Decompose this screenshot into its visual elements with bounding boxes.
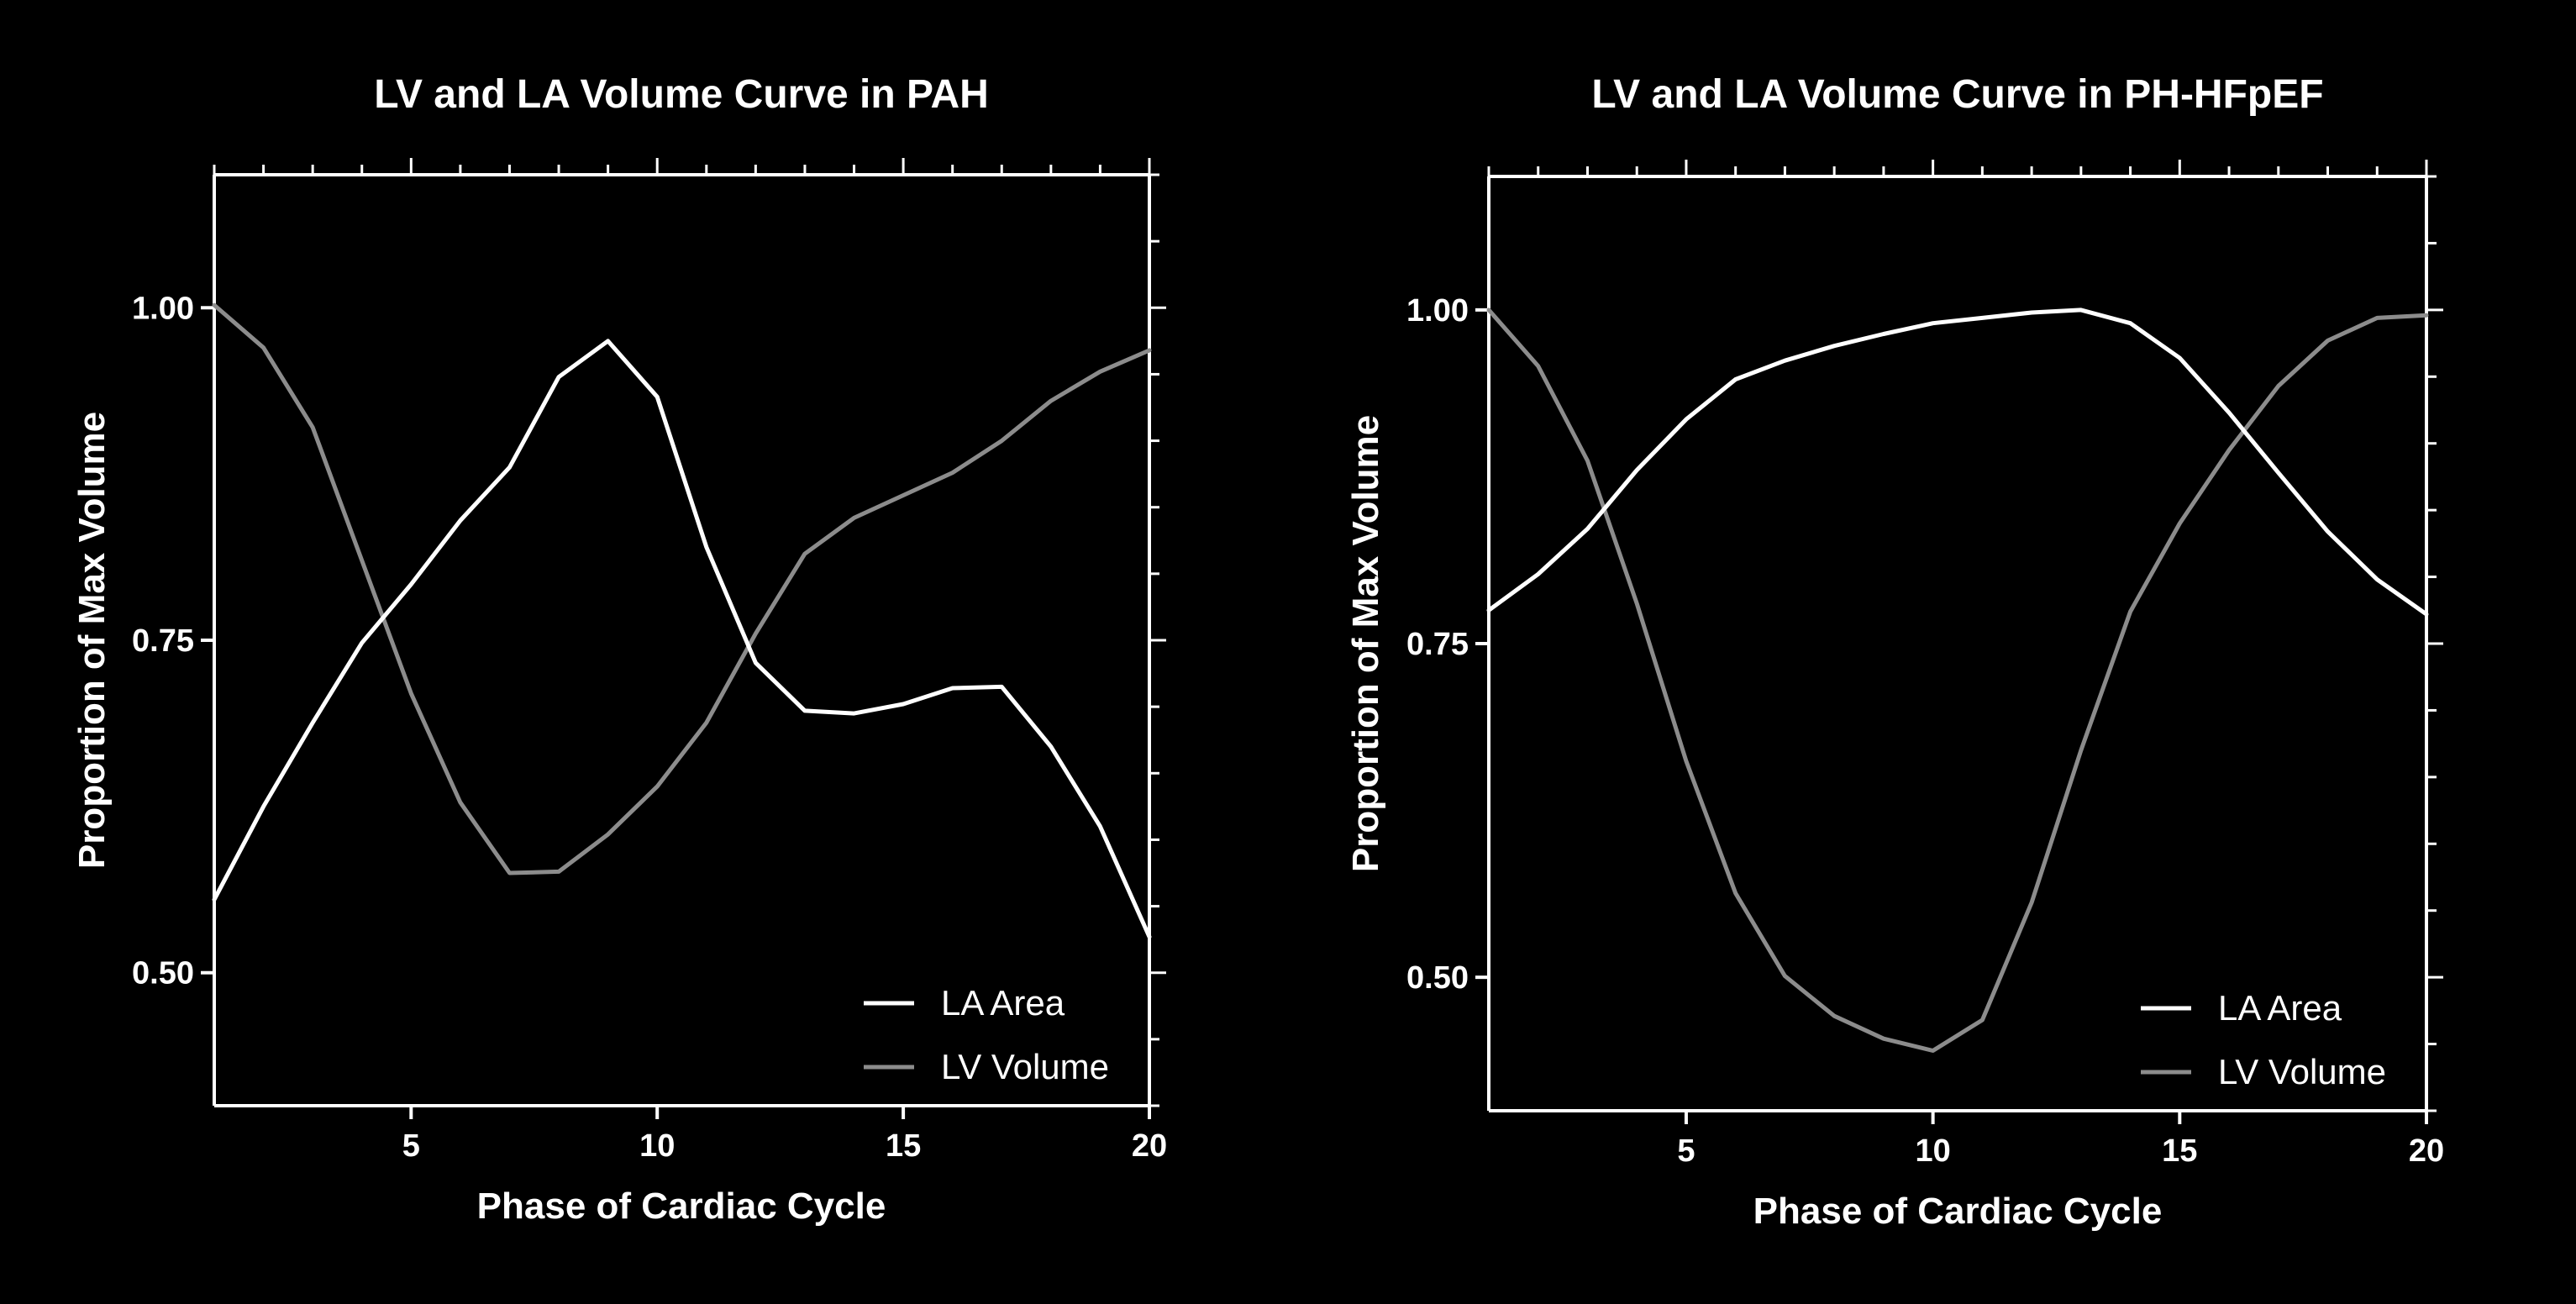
legend-label: LA Area (941, 983, 1065, 1023)
x-tick-label: 20 (1132, 1128, 1167, 1164)
legend: LA Area LV Volume (864, 983, 1109, 1086)
y-axis-label: Proportion of Max Volume (71, 412, 113, 869)
y-tick-label: 0.75 (132, 623, 194, 659)
y-tick-label: 0.75 (1406, 627, 1469, 662)
legend: LA Area LV Volume (2141, 988, 2386, 1091)
legend-label: LV Volume (941, 1047, 1109, 1086)
axes: 5 10 15 20 0.50 0.75 1.00 (132, 158, 1167, 1164)
y-tick-label: 0.50 (1406, 960, 1469, 996)
x-tick-label: 10 (639, 1128, 675, 1164)
y-axis-label: Proportion of Max Volume (1345, 415, 1386, 872)
series-line-lv-volume (212, 302, 1152, 875)
x-tick-label: 15 (886, 1128, 921, 1164)
series-line-lv-volume (1486, 308, 2429, 1053)
x-tick-label: 5 (402, 1128, 420, 1164)
x-axis-label: Phase of Cardiac Cycle (1753, 1191, 2163, 1232)
x-axis-label: Phase of Cardiac Cycle (477, 1186, 886, 1227)
chart-title: LV and LA Volume Curve in PAH (374, 72, 989, 117)
legend-label: LV Volume (2218, 1052, 2386, 1091)
series-lines (212, 302, 1152, 939)
chart-panel-pah: LV and LA Volume Curve in PAH Phase of C… (71, 72, 1167, 1227)
chart-panel-ph-hfpef: LV and LA Volume Curve in PH-HFpEF Phase… (1345, 72, 2444, 1232)
x-tick-label: 5 (1677, 1133, 1695, 1169)
legend-label: LA Area (2218, 988, 2342, 1028)
chart-title: LV and LA Volume Curve in PH-HFpEF (1591, 72, 2323, 117)
x-tick-label: 20 (2409, 1133, 2444, 1169)
y-tick-label: 1.00 (1406, 293, 1469, 329)
series-line-la-area (1486, 308, 2429, 617)
x-tick-label: 15 (2162, 1133, 2197, 1169)
axes: 5 10 15 20 0.50 0.75 1.00 (1406, 160, 2444, 1169)
y-tick-label: 0.50 (132, 956, 194, 991)
x-tick-label: 10 (1915, 1133, 1950, 1169)
series-lines (1486, 308, 2429, 1053)
y-tick-label: 1.00 (132, 291, 194, 326)
series-line-la-area (212, 339, 1152, 939)
